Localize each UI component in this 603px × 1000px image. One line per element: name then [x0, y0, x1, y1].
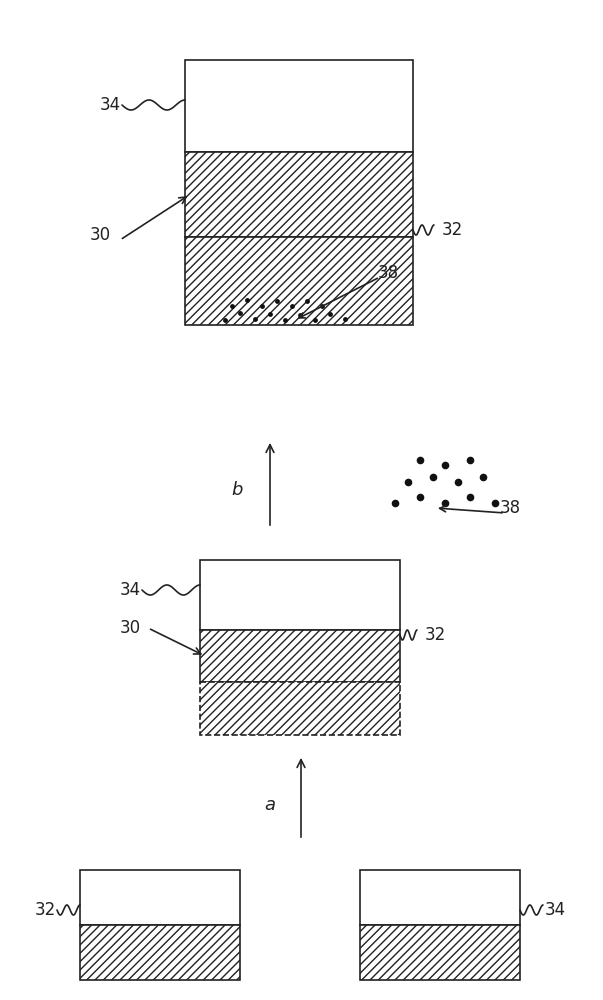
Text: 30: 30: [119, 619, 140, 637]
Text: a: a: [265, 796, 276, 814]
Bar: [80, 870, 240, 925]
Text: b: b: [232, 481, 242, 499]
Text: 30: 30: [89, 226, 110, 244]
Text: 38: 38: [377, 264, 399, 282]
Bar: [185, 152, 413, 237]
Bar: [200, 630, 400, 682]
Bar: [185, 237, 413, 325]
Text: 38: 38: [499, 499, 520, 517]
Text: 32: 32: [425, 626, 446, 644]
Text: 34: 34: [119, 581, 140, 599]
Bar: [80, 925, 240, 980]
Text: 34: 34: [99, 96, 121, 114]
Bar: [360, 870, 520, 925]
Text: 34: 34: [545, 901, 566, 919]
Bar: [185, 60, 413, 152]
Bar: [200, 682, 400, 735]
Text: 32: 32: [34, 901, 55, 919]
Text: 32: 32: [441, 221, 463, 239]
Bar: [200, 560, 400, 630]
Bar: [360, 925, 520, 980]
